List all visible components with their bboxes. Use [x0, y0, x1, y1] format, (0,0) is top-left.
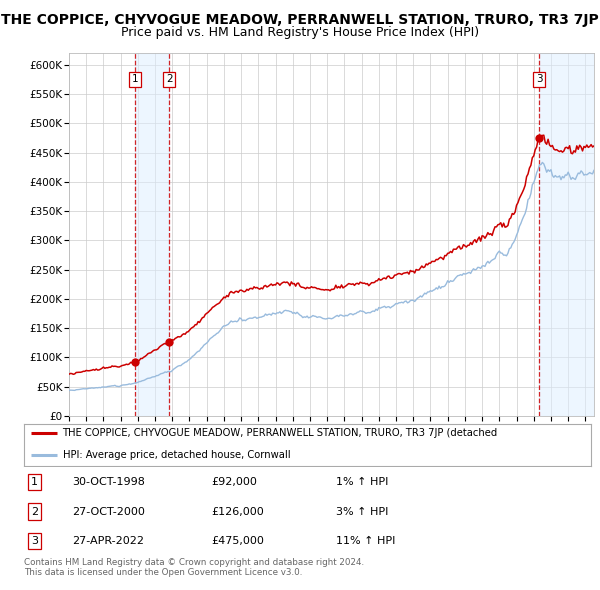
Text: HPI: Average price, detached house, Cornwall: HPI: Average price, detached house, Corn…: [62, 451, 290, 460]
Text: THE COPPICE, CHYVOGUE MEADOW, PERRANWELL STATION, TRURO, TR3 7JP: THE COPPICE, CHYVOGUE MEADOW, PERRANWELL…: [1, 13, 599, 27]
Text: 1: 1: [131, 74, 138, 84]
Text: 3: 3: [31, 536, 38, 546]
Text: Price paid vs. HM Land Registry's House Price Index (HPI): Price paid vs. HM Land Registry's House …: [121, 26, 479, 39]
Text: 30-OCT-1998: 30-OCT-1998: [72, 477, 145, 487]
Text: £475,000: £475,000: [211, 536, 264, 546]
Text: THE COPPICE, CHYVOGUE MEADOW, PERRANWELL STATION, TRURO, TR3 7JP (detached: THE COPPICE, CHYVOGUE MEADOW, PERRANWELL…: [62, 428, 498, 438]
Text: 11% ↑ HPI: 11% ↑ HPI: [336, 536, 395, 546]
Bar: [135, 53, 169, 416]
Text: 27-APR-2022: 27-APR-2022: [72, 536, 144, 546]
Text: 1: 1: [31, 477, 38, 487]
Text: 27-OCT-2000: 27-OCT-2000: [72, 507, 145, 516]
Text: 1% ↑ HPI: 1% ↑ HPI: [336, 477, 388, 487]
Bar: [539, 53, 594, 416]
Text: £92,000: £92,000: [211, 477, 257, 487]
Text: Contains HM Land Registry data © Crown copyright and database right 2024.
This d: Contains HM Land Registry data © Crown c…: [24, 558, 364, 577]
Text: 3: 3: [536, 74, 542, 84]
Text: 2: 2: [31, 507, 38, 516]
Text: 2: 2: [166, 74, 172, 84]
Text: 3% ↑ HPI: 3% ↑ HPI: [336, 507, 388, 516]
Text: £126,000: £126,000: [211, 507, 264, 516]
